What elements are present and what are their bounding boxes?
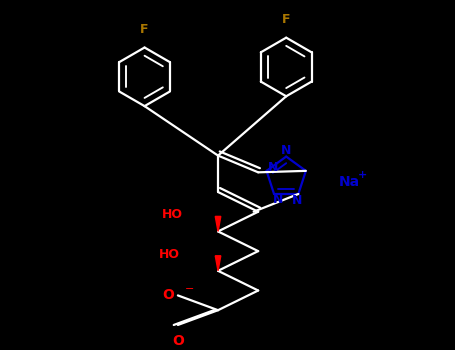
- Text: N: N: [281, 144, 291, 157]
- Text: F: F: [140, 23, 149, 36]
- Polygon shape: [215, 256, 221, 271]
- Text: F: F: [282, 13, 290, 26]
- Text: N: N: [268, 161, 278, 174]
- Polygon shape: [215, 216, 221, 231]
- Text: Na: Na: [339, 175, 360, 189]
- Text: −: −: [185, 284, 194, 294]
- Text: +: +: [358, 170, 368, 180]
- Text: HO: HO: [159, 247, 180, 260]
- Text: O: O: [162, 288, 174, 302]
- Text: HO: HO: [162, 208, 182, 221]
- Text: N: N: [273, 193, 283, 206]
- Text: N: N: [292, 194, 302, 208]
- Text: O: O: [172, 334, 184, 348]
